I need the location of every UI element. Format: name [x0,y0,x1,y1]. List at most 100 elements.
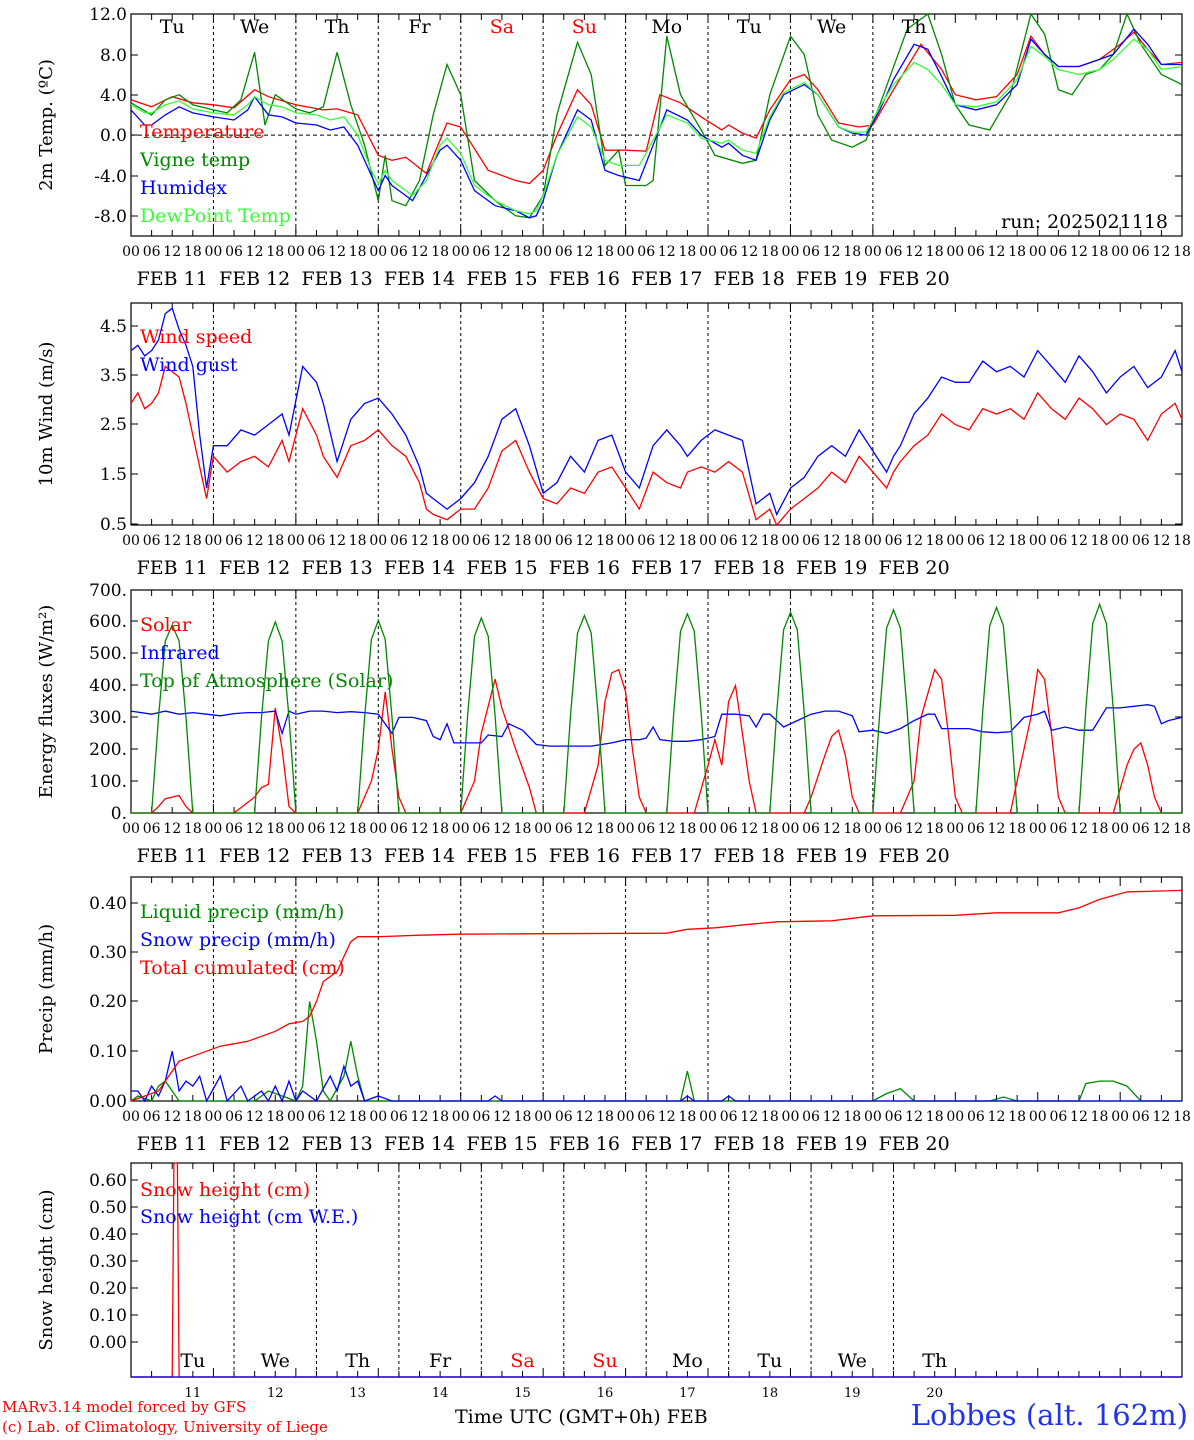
day-letter-bottom: Th [345,1350,370,1372]
hour-label: 18 [926,244,944,260]
hour-label: 18 [761,244,779,260]
hour-label: 00 [699,533,717,549]
hour-label: 18 [431,244,449,260]
day-number: 20 [926,1386,943,1398]
series-line-snow-precip-mm-h- [131,1051,1182,1103]
date-label: FEB 20 [878,1133,949,1155]
y-axis-title: Precip (mm/h) [36,924,57,1054]
hour-label: 00 [122,533,140,549]
hour-label: 18 [678,821,696,837]
hour-label: 18 [349,1109,367,1125]
y-tick-label: 0. [111,804,127,824]
y-tick-label: 2.5 [100,415,127,435]
series-line-liquid-precip-mm-h- [130,1001,1182,1103]
hour-label: 12 [1070,1109,1088,1125]
hour-label: 06 [308,244,326,260]
y-tick-label: 4.5 [100,317,127,337]
hour-label: 12 [411,821,429,837]
hour-label: 18 [1091,821,1109,837]
hour-label: 18 [1091,244,1109,260]
legend-entry: Wind speed [140,326,252,348]
hour-label: 18 [926,533,944,549]
date-label: FEB 17 [631,1133,702,1155]
series-line-humidex [130,28,1182,219]
hour-label: 12 [905,1109,923,1125]
hour-label: 06 [1049,244,1067,260]
hour-label: 12 [905,533,923,549]
legend-entry: Wind gust [140,354,238,376]
hour-label: 18 [1091,533,1109,549]
y-tick-label: 12.0 [89,5,127,25]
day-number: 11 [185,1386,202,1398]
hour-label: 12 [988,821,1006,837]
hour-label: 00 [287,244,305,260]
hour-label: 00 [946,821,964,837]
date-label: FEB 15 [466,1133,537,1155]
hour-label: 00 [864,533,882,549]
date-label: FEB 12 [219,268,290,290]
series-line-dewpoint-temp [130,38,1183,215]
hour-label: 18 [184,821,202,837]
hour-label: 12 [740,244,758,260]
date-label: FEB 16 [549,557,620,579]
hour-label: 18 [1173,244,1191,260]
panel-4: 0.40 0.30 0.20 0.10 0.00 Precip (mm/h) Liquid … [36,876,1191,1155]
date-label: FEB 13 [301,845,372,867]
legend-entry: Infrared [140,642,220,664]
date-label: FEB 16 [549,845,620,867]
date-label: FEB 18 [714,557,785,579]
y-tick-label: 100. [89,772,127,792]
panel-5: 0.60 0.50 0.40 0.30 0.20 0.10 0.00 Snow height … [36,1162,1183,1378]
hour-label: 00 [699,821,717,837]
hour-label: 18 [843,244,861,260]
hour-label: 12 [740,821,758,837]
hour-label: 00 [452,533,470,549]
hour-label: 00 [287,821,305,837]
y-tick-label: 0.10 [89,1306,127,1326]
hour-label: 06 [1049,1109,1067,1125]
hour-label: 06 [472,244,490,260]
hour-label: 12 [493,821,511,837]
y-tick-label: 0.60 [89,1171,127,1191]
day-letter: Su [572,16,597,38]
y-axis-title: 10m Wind (m/s) [36,342,57,487]
date-label: FEB 15 [466,268,537,290]
y-tick-label: 0.50 [89,1198,127,1218]
hour-label: 12 [328,821,346,837]
hour-label: 18 [761,533,779,549]
hour-label: 06 [802,1109,820,1125]
hour-label: 18 [678,533,696,549]
day-letter-bottom: Su [592,1350,617,1372]
hour-label: 12 [1152,244,1170,260]
hour-label: 18 [843,821,861,837]
legend-entry: Vigne temp [139,149,250,171]
hour-label: 00 [1029,533,1047,549]
hour-label: 18 [349,533,367,549]
y-tick-label: 3.5 [100,366,127,386]
hour-label: 12 [905,244,923,260]
y-axis-title: Energy fluxes (W/m²) [36,605,57,799]
hour-label: 12 [1152,1109,1170,1125]
hour-label: 00 [205,533,223,549]
hour-label: 12 [411,1109,429,1125]
legend-entry: Humidex [140,177,227,199]
date-label: FEB 20 [878,845,949,867]
date-label: FEB 11 [137,845,208,867]
run-label: run: 2025021118 [1001,211,1168,233]
hour-label: 06 [967,533,985,549]
hour-label: 06 [555,821,573,837]
hour-label: 12 [1152,533,1170,549]
hour-label: 00 [1111,1109,1129,1125]
y-axis-title: Snow height (cm) [36,1189,57,1350]
day-letter: We [817,16,846,38]
day-letter-bottom: Sa [510,1350,534,1372]
hour-label: 00 [287,1109,305,1125]
date-label: FEB 14 [384,557,455,579]
day-number: 14 [432,1386,449,1398]
hour-label: 00 [369,821,387,837]
hour-label: 12 [493,533,511,549]
hour-label: 12 [823,821,841,837]
y-tick-label: 0.40 [89,894,127,914]
date-label: FEB 19 [796,845,867,867]
y-axis-title: 2m Temp. (ºC) [36,59,57,191]
